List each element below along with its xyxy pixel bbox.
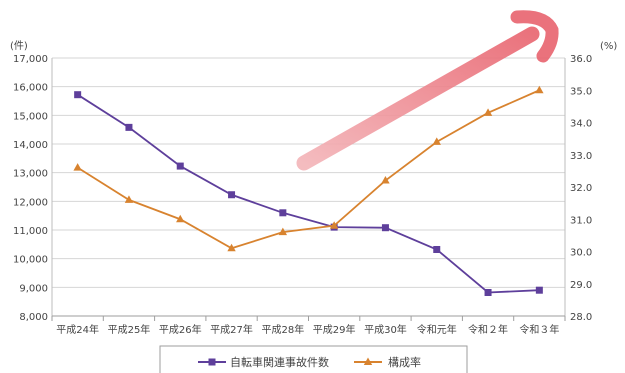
y-axis-unit-right: (%) xyxy=(600,41,617,52)
data-point-triangle xyxy=(176,214,185,223)
arrow-head xyxy=(510,10,559,63)
legend-label: 自転車関連事故件数 xyxy=(230,355,329,369)
x-tick-label: 平成28年 xyxy=(261,323,304,336)
x-tick-label: 平成30年 xyxy=(364,323,407,336)
y-tick-label-left: 8,000 xyxy=(19,312,48,323)
y-tick-label-right: 31.0 xyxy=(570,215,592,226)
y-tick-label-left: 16,000 xyxy=(13,83,48,94)
y-tick-label-right: 34.0 xyxy=(570,119,592,130)
x-tick-label: 平成29年 xyxy=(313,323,356,336)
series-line-2 xyxy=(77,89,540,250)
data-point-square xyxy=(433,245,441,253)
y-tick-label-left: 12,000 xyxy=(13,197,48,208)
data-point-square xyxy=(535,286,543,294)
arrow-shaft xyxy=(296,26,540,171)
y-tick-label-right: 33.0 xyxy=(570,151,592,162)
legend-swatch-triangle xyxy=(363,357,373,365)
data-point-square xyxy=(279,209,287,217)
x-tick-label: 平成27年 xyxy=(210,323,253,336)
y-axis-left: 8,000 9,000 10,000 11,000 12,000 13,000 14,000… xyxy=(13,54,48,323)
y-tick-label-left: 11,000 xyxy=(13,226,48,237)
data-point-triangle xyxy=(124,195,134,203)
y-tick-label-left: 14,000 xyxy=(13,140,48,151)
y-tick-label-left: 15,000 xyxy=(13,111,48,122)
data-point-triangle xyxy=(73,163,82,171)
data-point-square xyxy=(228,191,236,199)
y-axis-right: 28.0 29.0 30.0 31.0 32.0 33.0 34.0 35.0 36.0 xyxy=(570,54,592,323)
y-tick-label-left: 17,000 xyxy=(13,54,48,65)
y-tick-label-left: 9,000 xyxy=(19,283,48,294)
x-axis: 平成24年 平成25年 平成26年 平成27年 平成28年 平成29年 平成30年 令和元年令… xyxy=(56,323,559,336)
series-group xyxy=(73,85,544,296)
data-point-square xyxy=(381,224,389,232)
y-tick-label-right: 29.0 xyxy=(570,280,592,291)
data-point-triangle xyxy=(381,176,390,184)
data-point-square xyxy=(176,162,184,170)
gridlines xyxy=(51,57,566,321)
y-tick-label-right: 30.0 xyxy=(570,248,592,259)
y-tick-label-right: 28.0 xyxy=(570,312,592,323)
y-tick-label-right: 32.0 xyxy=(570,183,592,194)
data-point-triangle xyxy=(227,243,236,252)
x-tick-label: 平成25年 xyxy=(108,323,151,336)
data-point-triangle xyxy=(278,227,288,236)
data-point-triangle xyxy=(432,137,441,145)
trend-arrow xyxy=(296,10,559,171)
series-line-1 xyxy=(77,93,540,294)
legend-label: 構成率 xyxy=(388,355,421,369)
legend-swatch-square xyxy=(208,358,216,366)
legend: 自転車関連事故件数 構成率 xyxy=(159,345,468,373)
x-tick-label: 平成24年 xyxy=(56,323,99,336)
y-tick-label-left: 10,000 xyxy=(13,255,48,266)
y-tick-label-left: 13,000 xyxy=(13,169,48,180)
x-tick-label: 令和元年 xyxy=(417,323,457,336)
x-tick-label: 平成26年 xyxy=(159,323,202,336)
data-point-triangle xyxy=(329,221,339,229)
data-point-square xyxy=(74,91,82,99)
x-tick-label: 令和３年 xyxy=(519,323,559,336)
data-point-triangle xyxy=(535,85,544,94)
data-point-square xyxy=(125,123,133,131)
y-axis-unit-left: (件) xyxy=(10,40,28,52)
x-tick-label: 令和２年 xyxy=(468,323,508,336)
y-tick-label-right: 36.0 xyxy=(570,54,592,65)
y-tick-label-right: 35.0 xyxy=(570,86,592,97)
data-point-square xyxy=(484,288,492,296)
data-point-triangle xyxy=(483,108,493,116)
